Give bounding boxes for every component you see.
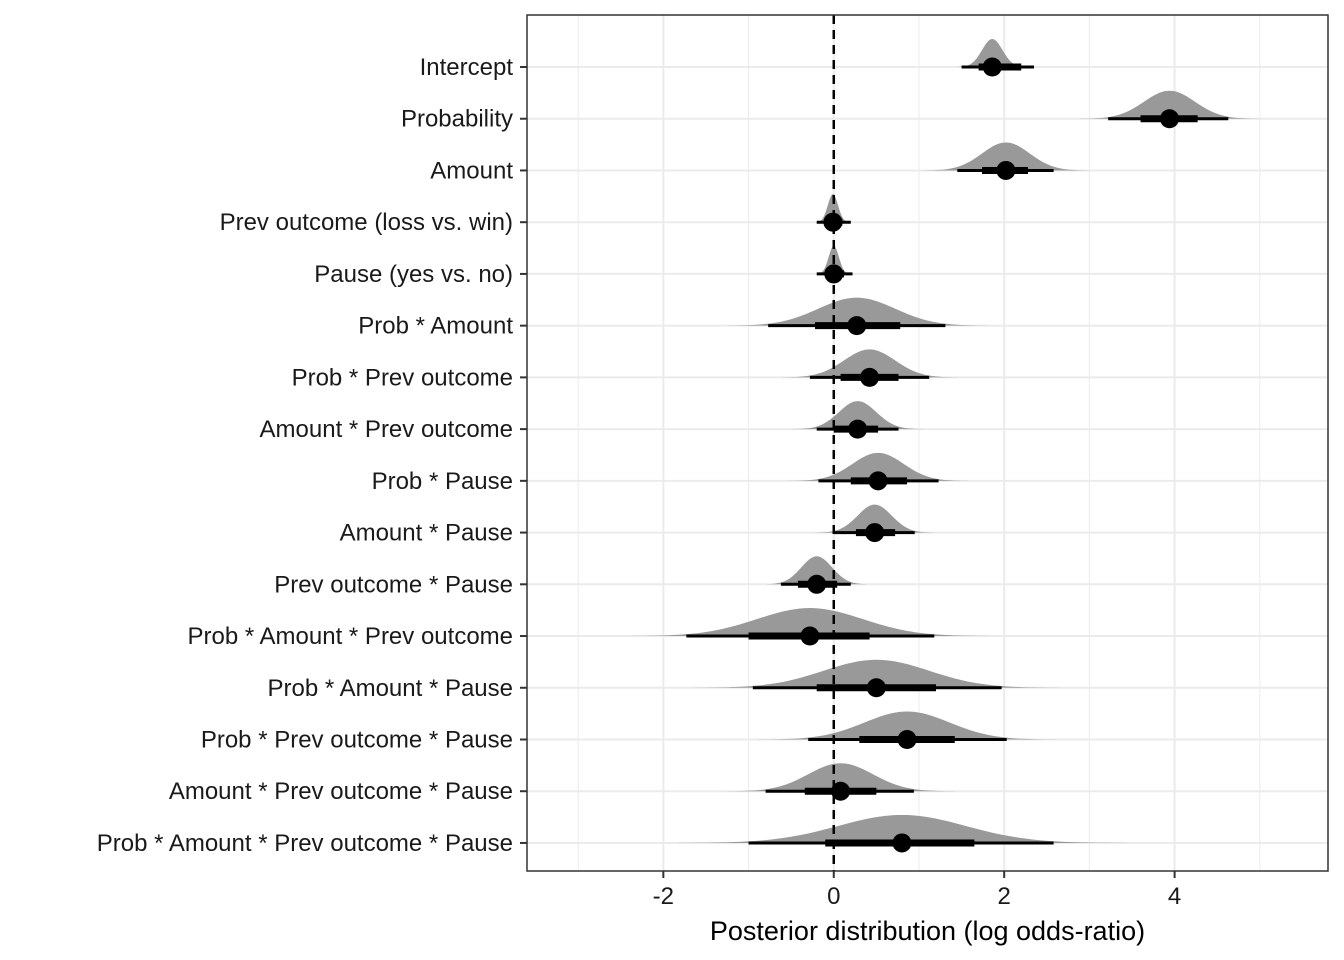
density-15 [678, 814, 1126, 843]
median-point-2 [996, 160, 1016, 180]
median-point-8 [868, 471, 888, 491]
y-tick-label: Prob * Prev outcome * Pause [201, 726, 513, 753]
y-tick-label: Intercept [420, 54, 514, 81]
y-axis-ticks [520, 66, 527, 844]
y-tick-label: Prob * Prev outcome [292, 364, 513, 391]
median-point-6 [860, 367, 880, 387]
y-tick-label: Amount [430, 157, 513, 184]
median-point-3 [823, 212, 843, 232]
density-5 [722, 297, 991, 326]
median-point-1 [1160, 109, 1180, 129]
median-point-10 [807, 574, 827, 594]
posterior-densities [624, 39, 1259, 843]
y-tick-label: Prob * Amount * Prev outcome [188, 623, 514, 650]
median-point-0 [982, 57, 1002, 77]
density-12 [691, 659, 1062, 688]
y-tick-label: Prob * Amount [358, 313, 513, 340]
median-point-7 [848, 419, 868, 439]
y-tick-label: Probability [401, 106, 513, 133]
x-tick-label: -2 [653, 883, 674, 910]
density-11 [624, 608, 995, 637]
x-axis-labels: -2 0 2 4 [653, 883, 1182, 910]
y-tick-label: Prob * Amount * Prev outcome * Pause [97, 830, 513, 857]
x-tick-label: 4 [1168, 883, 1181, 910]
y-tick-label: Prev outcome * Pause [274, 571, 513, 598]
median-point-15 [892, 833, 912, 853]
density-13 [757, 711, 1057, 740]
x-tick-label: 2 [998, 883, 1011, 910]
y-tick-label: Prob * Amount * Pause [268, 675, 513, 702]
density-2 [922, 142, 1090, 171]
y-tick-label: Amount * Prev outcome [260, 416, 513, 443]
y-tick-label: Prob * Pause [372, 468, 513, 495]
density-7 [792, 401, 924, 430]
density-9 [815, 504, 935, 533]
median-point-4 [824, 264, 844, 284]
y-tick-label: Amount * Prev outcome * Pause [169, 778, 513, 805]
median-point-5 [847, 316, 867, 336]
density-14 [727, 763, 954, 792]
posterior-medians [800, 57, 1180, 853]
median-point-12 [866, 678, 886, 698]
panel-border [526, 14, 1329, 872]
y-tick-label: Amount * Pause [340, 520, 513, 547]
density-0 [956, 39, 1029, 67]
minor-gridlines [577, 15, 1261, 871]
density-10 [763, 556, 871, 585]
median-point-11 [800, 626, 820, 646]
density-6 [780, 349, 960, 378]
density-1 [1080, 90, 1259, 119]
median-point-9 [865, 523, 885, 543]
y-tick-label: Pause (yes vs. no) [314, 261, 513, 288]
density-8 [788, 452, 968, 481]
x-axis-ticks [662, 871, 1176, 878]
x-axis-title: Posterior distribution (log odds-ratio) [710, 916, 1145, 946]
y-axis-labels: Intercept Probability Amount Prev outcome (… [97, 54, 514, 857]
x-tick-label: 0 [827, 883, 840, 910]
median-point-13 [897, 729, 917, 749]
median-point-14 [831, 781, 851, 801]
y-tick-label: Prev outcome (loss vs. win) [220, 209, 513, 236]
density-3 [815, 194, 851, 223]
